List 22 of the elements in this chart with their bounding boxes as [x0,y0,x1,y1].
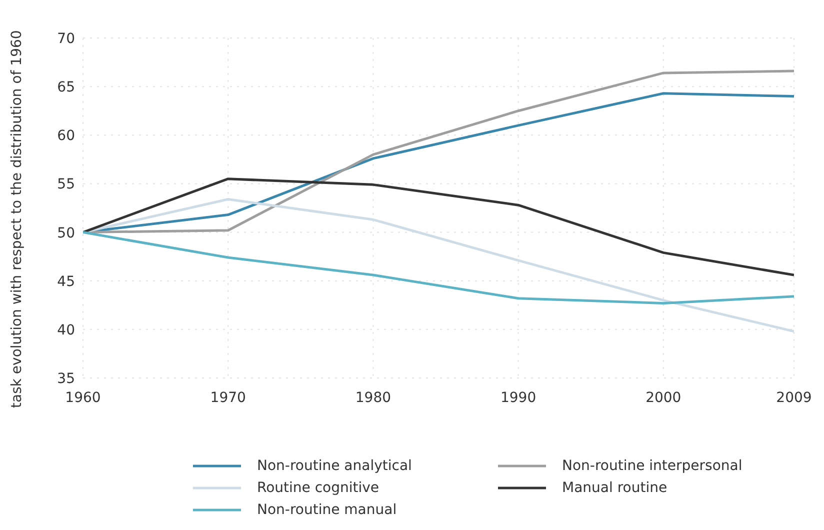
y-tick-label: 50 [57,225,75,242]
legend-label: Non-routine manual [257,502,397,518]
legend-label: Non-routine interpersonal [562,458,742,474]
x-tick-label: 1960 [65,390,101,406]
x-tick-label: 2009 [776,390,812,406]
y-tick-label: 35 [57,370,75,387]
y-tick-label: 45 [57,274,75,290]
x-tick-label: 1980 [355,390,392,406]
legend-label: Manual routine [562,480,668,496]
y-tick-label: 65 [57,80,75,96]
y-axis-title: task evolution with respect to the distribution of 1960 [8,30,25,408]
y-tick-label: 40 [57,322,75,338]
line-series [83,178,794,276]
x-tick-label: 1990 [500,390,536,406]
x-tick-label: 2000 [646,390,682,406]
y-tick-label: 60 [57,128,75,144]
x-tick-label: 1970 [210,390,246,406]
line-series [83,231,794,304]
legend-label: Routine cognitive [257,480,380,496]
y-tick-label: 70 [57,30,75,47]
y-tick-label: 55 [57,176,75,193]
legend-label: Non-routine analytical [257,458,412,474]
